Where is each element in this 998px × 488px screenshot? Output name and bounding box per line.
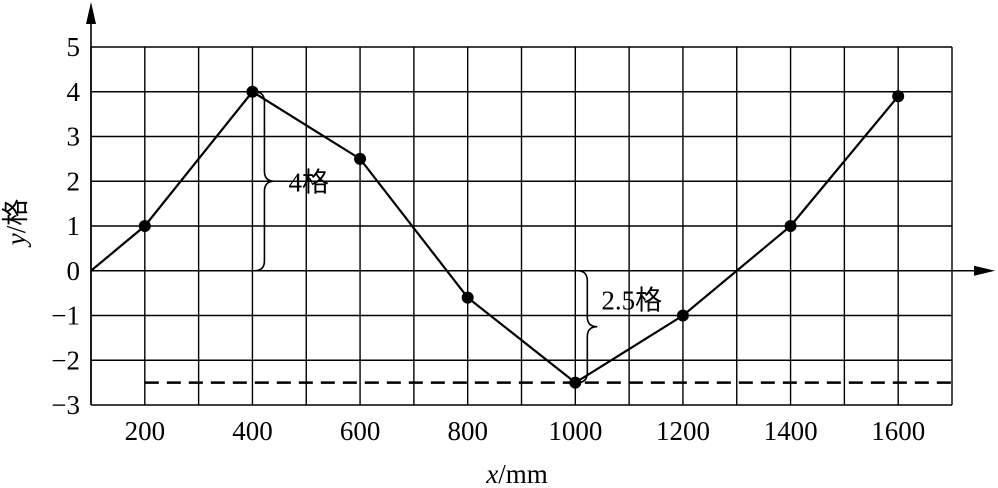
- annotation-layer: 4格 2.5格: [254, 90, 662, 384]
- tick-labels-layer: 5 4 3 2 1 0 −1 −2 −3 200 400 600 800 1000 1200 1400 1600: [51, 32, 925, 446]
- x-axis-arrow: [974, 265, 995, 276]
- data-point: [892, 90, 905, 103]
- y-tick-label: 0: [67, 256, 81, 286]
- series-line: [90, 90, 900, 384]
- data-point: [138, 220, 151, 232]
- data-point: [569, 376, 582, 389]
- data-point: [246, 85, 259, 98]
- annotation-label: 4格: [288, 167, 329, 197]
- x-tick-label: 400: [232, 416, 273, 446]
- y-tick-label: 1: [67, 211, 81, 241]
- x-tick-label: 1200: [656, 416, 710, 446]
- x-axis-label: x/mm: [485, 459, 548, 488]
- axes-layer: [86, 2, 995, 405]
- series-layer: [90, 85, 905, 389]
- grid-layer: [90, 46, 953, 406]
- y-tick-label: −2: [51, 345, 80, 375]
- y-tick-label: −1: [51, 301, 80, 331]
- data-point: [676, 309, 689, 322]
- y-tick-label: 2: [67, 166, 81, 196]
- x-tick-label: 200: [125, 416, 166, 446]
- y-axis-label: y/格: [1, 199, 31, 249]
- x-tick-label: 1400: [764, 416, 818, 446]
- y-tick-label: 4: [67, 77, 81, 107]
- x-tick-label: 1000: [548, 416, 602, 446]
- y-tick-label: 3: [67, 122, 81, 152]
- annotation-label: 2.5格: [601, 286, 662, 316]
- y-axis-arrow: [86, 2, 96, 24]
- data-point: [461, 291, 474, 304]
- y-tick-label: −3: [51, 390, 80, 420]
- y-tick-label: 5: [67, 32, 81, 62]
- data-point: [784, 220, 797, 232]
- x-tick-label: 1600: [871, 416, 925, 446]
- x-tick-label: 800: [447, 416, 488, 446]
- x-tick-label: 600: [340, 416, 381, 446]
- brace-annotation: [577, 269, 598, 384]
- data-point: [354, 152, 367, 165]
